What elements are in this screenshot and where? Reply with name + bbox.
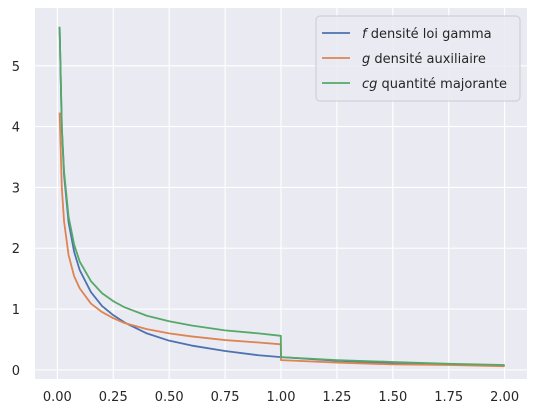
y-tick-label: 4 bbox=[12, 121, 20, 136]
y-tick-label: 3 bbox=[12, 181, 20, 196]
x-tick-label: 0.00 bbox=[43, 390, 72, 405]
x-tick-label: 1.50 bbox=[378, 390, 407, 405]
legend-frame bbox=[315, 15, 521, 102]
x-tick-label: 0.50 bbox=[155, 390, 184, 405]
legend-label-text: quantité majorante bbox=[377, 77, 507, 92]
y-tick-label: 5 bbox=[12, 60, 20, 75]
legend-label-math: f bbox=[362, 27, 369, 42]
legend-label: g densité auxiliaire bbox=[362, 52, 486, 67]
legend: f densité loi gamma g densité auxiliaire c… bbox=[315, 15, 521, 102]
x-tick-label: 2.00 bbox=[490, 390, 519, 405]
x-tick-label: 0.75 bbox=[211, 390, 240, 405]
legend-label-math: cg bbox=[362, 77, 377, 92]
x-axis: 0.00 0.25 0.50 0.75 1.00 1.25 1.50 1.75 2.00 bbox=[43, 390, 519, 405]
legend-label-text: densité auxiliaire bbox=[370, 52, 486, 67]
legend-label: cg quantité majorante bbox=[362, 77, 507, 92]
legend-label-math: g bbox=[362, 52, 370, 67]
series-line-1 bbox=[58, 112, 505, 368]
x-tick-label: 1.00 bbox=[267, 390, 296, 405]
y-tick-label: 1 bbox=[12, 303, 20, 318]
y-tick-label: 0 bbox=[12, 364, 20, 379]
series-line-2 bbox=[58, 26, 505, 366]
x-tick-label: 0.25 bbox=[99, 390, 128, 405]
x-tick-label: 1.25 bbox=[322, 390, 351, 405]
legend-label-text: densité loi gamma bbox=[367, 27, 492, 42]
x-tick-label: 1.75 bbox=[434, 390, 463, 405]
legend-label: f densité loi gamma bbox=[362, 27, 492, 42]
y-tick-label: 2 bbox=[12, 242, 20, 257]
series-lines bbox=[58, 26, 505, 368]
y-axis: 0 1 2 3 4 5 bbox=[12, 60, 20, 379]
